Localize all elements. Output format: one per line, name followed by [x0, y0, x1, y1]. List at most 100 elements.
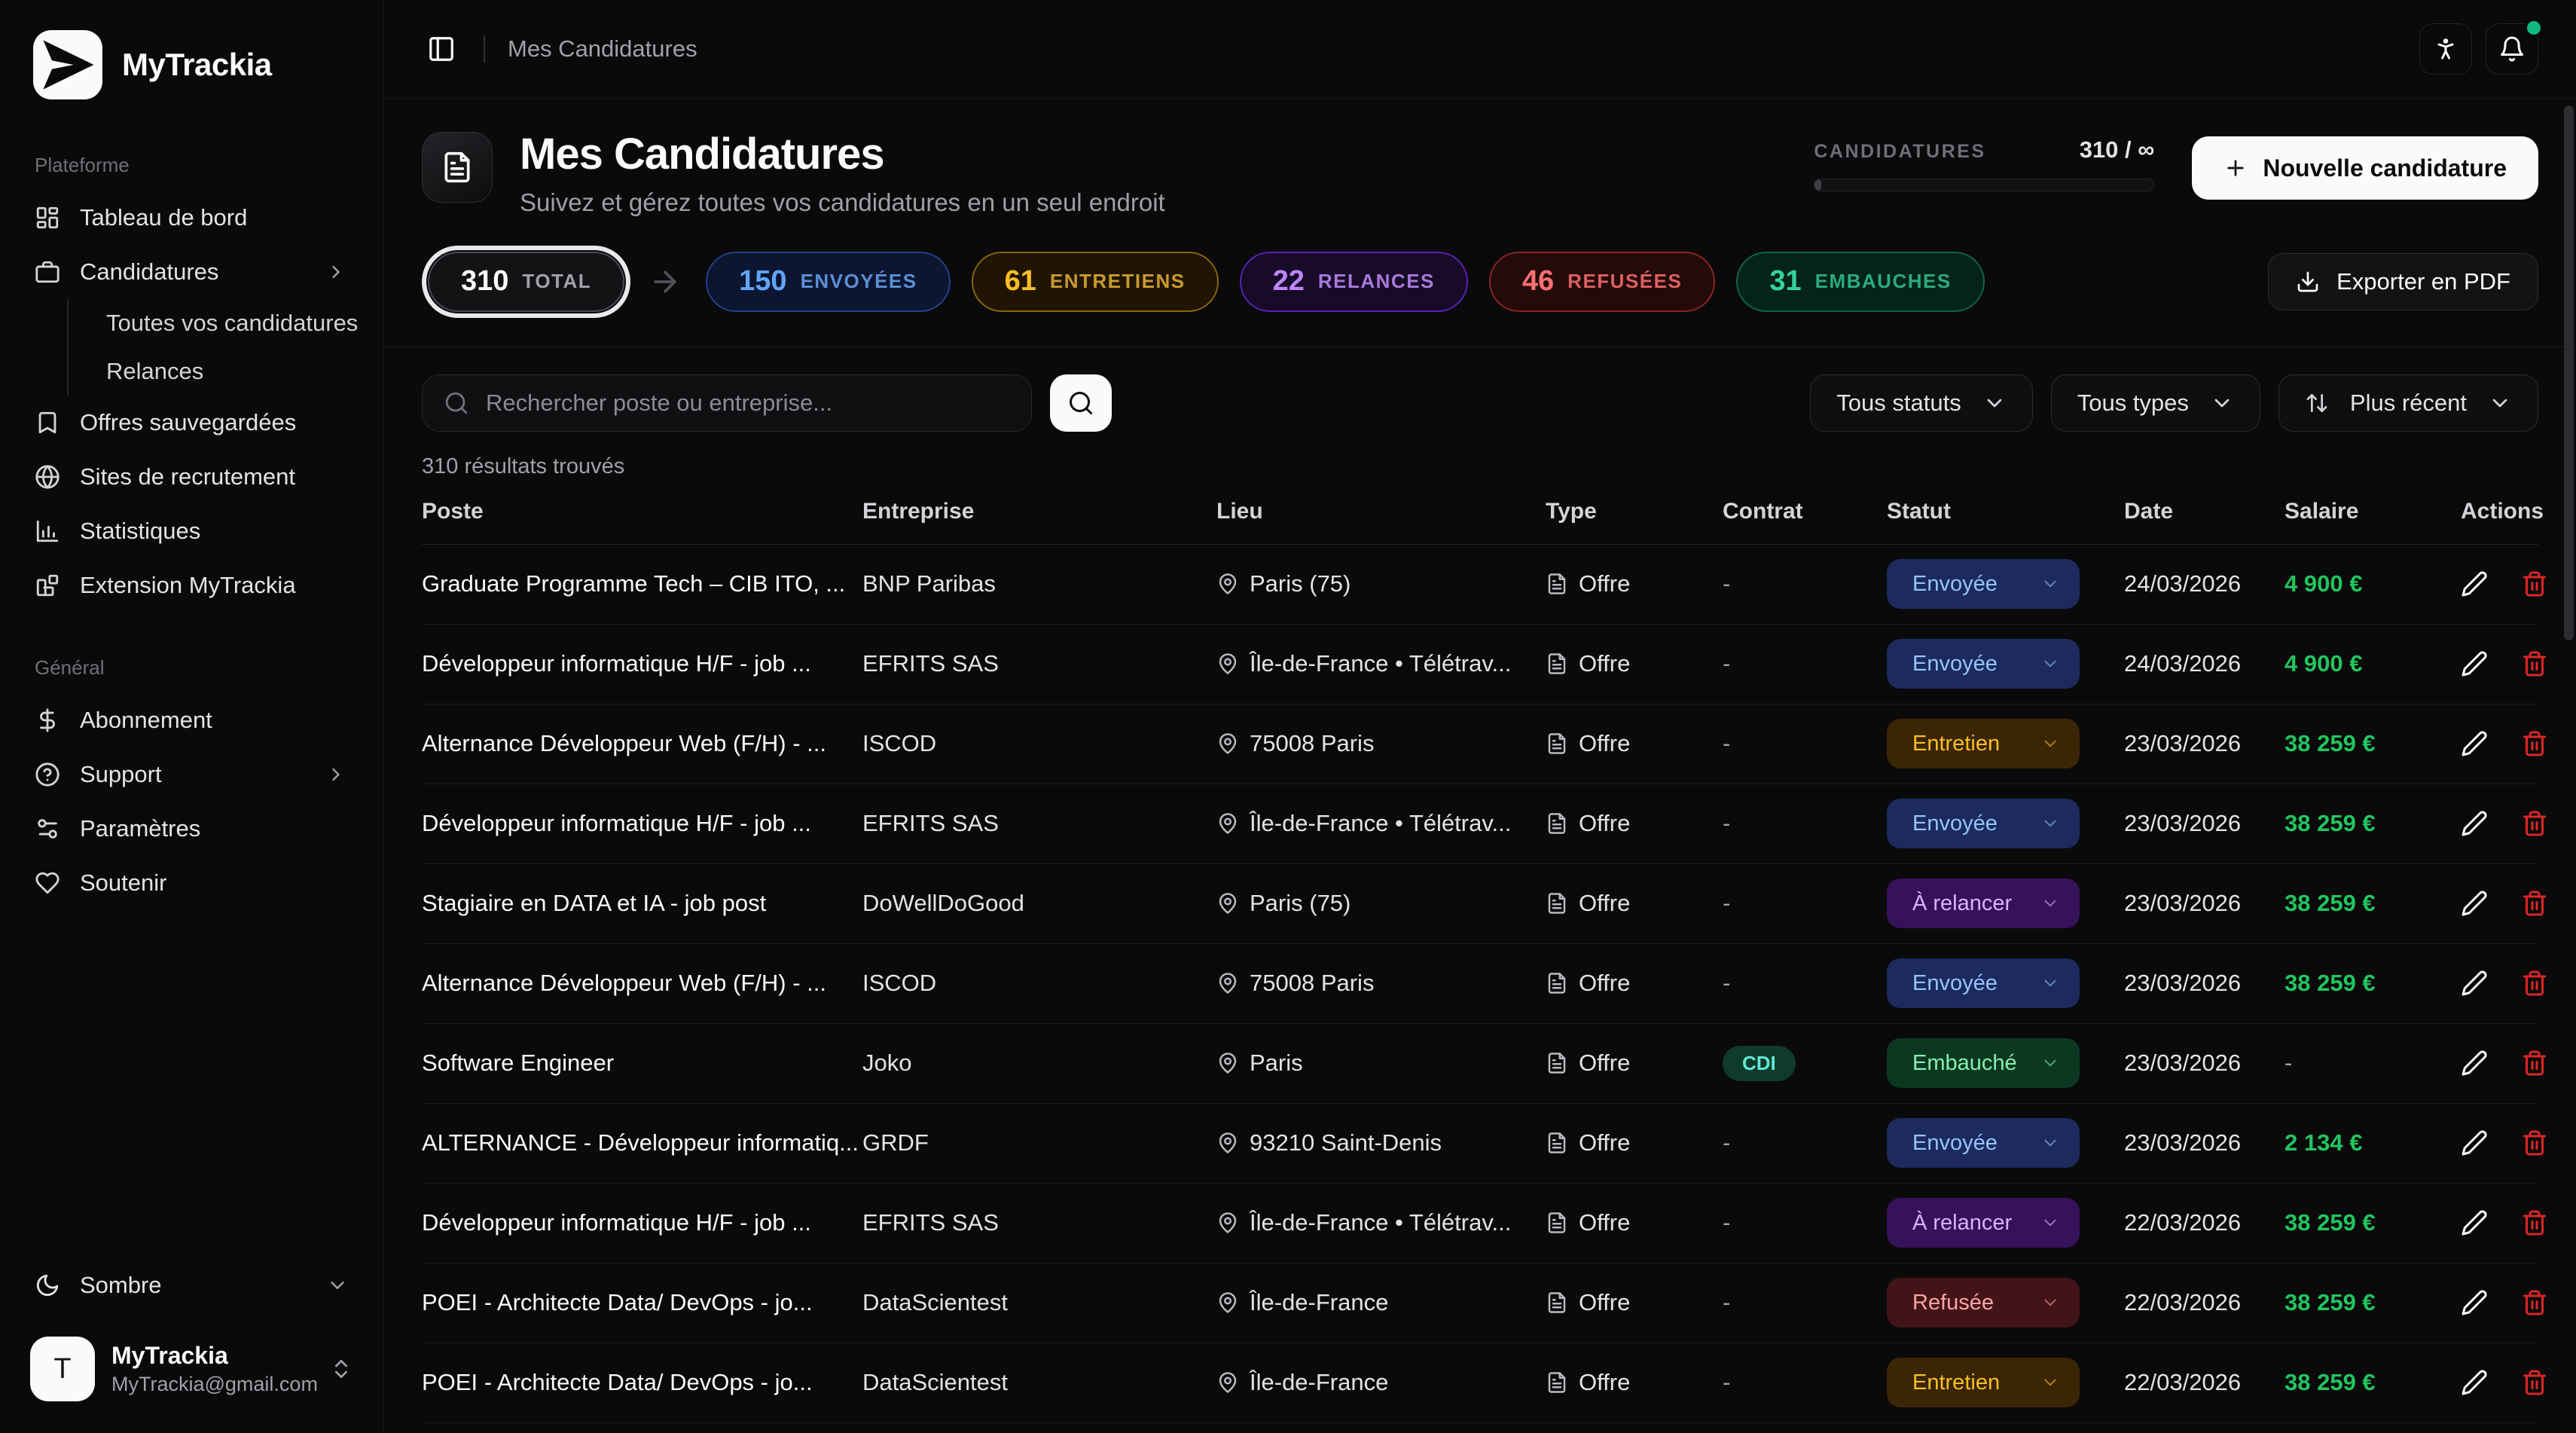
chevron-down-icon [2040, 1373, 2060, 1392]
sidebar-toggle-button[interactable] [422, 29, 461, 69]
notification-dot [2524, 18, 2544, 38]
stat-pill-entretiens[interactable]: 61ENTRETIENS [972, 252, 1219, 312]
user-email: MyTrackia@gmail.com [111, 1373, 313, 1396]
status-dropdown[interactable]: À relancer [1887, 878, 2080, 928]
brand[interactable]: MyTrackia [20, 23, 364, 110]
theme-toggle[interactable]: Sombre [20, 1257, 364, 1314]
sidebar-item-label: Soutenir [80, 869, 349, 897]
chevron-down-icon [2210, 391, 2234, 415]
type-filter-dropdown[interactable]: Tous types [2051, 374, 2260, 432]
edit-button[interactable] [2461, 808, 2488, 839]
cell-actions [2450, 1208, 2538, 1238]
status-dropdown[interactable]: Entretien [1887, 719, 2080, 768]
cell-lieu: Paris (75) [1216, 890, 1546, 917]
stat-pill-envoyées[interactable]: 150ENVOYÉES [706, 252, 950, 312]
edit-button[interactable] [2461, 1128, 2488, 1158]
search-input[interactable] [486, 390, 1010, 417]
cell-lieu: Île-de-France • Télétrav... [1216, 1209, 1546, 1236]
status-dropdown[interactable]: Envoyée [1887, 958, 2080, 1008]
column-header-type: Type [1546, 499, 1723, 524]
delete-button[interactable] [2521, 968, 2548, 998]
status-dropdown[interactable]: Envoyée [1887, 799, 2080, 848]
sidebar-item-label: Extension MyTrackia [80, 572, 349, 599]
status-dropdown[interactable]: Embauché [1887, 1038, 2080, 1088]
edit-button[interactable] [2461, 1367, 2488, 1398]
stat-pill-embauches[interactable]: 31EMBAUCHES [1736, 252, 1984, 312]
edit-button[interactable] [2461, 569, 2488, 599]
sidebar-item-statistiques[interactable]: Statistiques [20, 504, 364, 558]
status-dropdown[interactable]: Envoyée [1887, 1118, 2080, 1168]
delete-button[interactable] [2521, 1048, 2548, 1078]
trash-icon [2521, 810, 2548, 837]
map-pin-icon [1216, 972, 1239, 995]
delete-button[interactable] [2521, 649, 2548, 679]
cell-date: 22/03/2026 [2124, 1209, 2285, 1236]
stat-pill-refusées[interactable]: 46REFUSÉES [1489, 252, 1715, 312]
sidebar-item-tableau-de-bord[interactable]: Tableau de bord [20, 191, 364, 245]
sidebar-item-param-tres[interactable]: Paramètres [20, 802, 364, 856]
user-menu[interactable]: T MyTrackia MyTrackia@gmail.com [20, 1326, 364, 1412]
stat-pill-relances[interactable]: 22RELANCES [1240, 252, 1468, 312]
edit-button[interactable] [2461, 729, 2488, 759]
trash-icon [2521, 730, 2548, 757]
status-dropdown[interactable]: Envoyée [1887, 639, 2080, 689]
accessibility-button[interactable] [2419, 23, 2472, 75]
edit-button[interactable] [2461, 1288, 2488, 1318]
table-row: Software EngineerJokoParisOffreCDIEmbauc… [422, 1024, 2538, 1104]
sidebar-subitem-toutes-vos-candidatures[interactable]: Toutes vos candidatures [96, 299, 364, 347]
delete-button[interactable] [2521, 808, 2548, 839]
contract-value: - [1723, 1289, 1730, 1315]
quota-label: CANDIDATURES [1814, 141, 1985, 163]
sidebar-subitem-relances[interactable]: Relances [96, 347, 364, 396]
cell-date: 22/03/2026 [2124, 1369, 2285, 1396]
status-label: Envoyée [1912, 811, 1998, 836]
delete-button[interactable] [2521, 1208, 2548, 1238]
edit-button[interactable] [2461, 968, 2488, 998]
edit-button[interactable] [2461, 1048, 2488, 1078]
status-filter-dropdown[interactable]: Tous statuts [1810, 374, 2032, 432]
sidebar-item-offres-sauvegard-es[interactable]: Offres sauvegardées [20, 396, 364, 450]
cell-date: 22/03/2026 [2124, 1289, 2285, 1316]
stat-pill-total[interactable]: 310 TOTAL [428, 252, 624, 312]
cell-entreprise: DataScientest [862, 1369, 1216, 1396]
sort-dropdown[interactable]: Plus récent [2278, 374, 2538, 432]
cell-salaire: 2 134 € [2285, 1129, 2450, 1156]
sidebar-item-abonnement[interactable]: Abonnement [20, 693, 364, 747]
status-dropdown[interactable]: À relancer [1887, 1198, 2080, 1248]
delete-button[interactable] [2521, 729, 2548, 759]
theme-toggle-label: Sombre [80, 1272, 162, 1299]
status-dropdown[interactable]: Envoyée [1887, 559, 2080, 609]
sidebar-item-support[interactable]: Support [20, 747, 364, 802]
vertical-scrollbar[interactable] [2564, 105, 2574, 640]
sidebar-item-label: Statistiques [80, 518, 349, 545]
edit-button[interactable] [2461, 1208, 2488, 1238]
plus-icon [2223, 156, 2248, 180]
edit-button[interactable] [2461, 888, 2488, 918]
search-button[interactable] [1050, 374, 1112, 432]
sidebar-item-candidatures[interactable]: Candidatures [20, 245, 364, 299]
notifications-button[interactable] [2486, 23, 2538, 75]
stat-label: ENVOYÉES [801, 270, 917, 293]
edit-button[interactable] [2461, 649, 2488, 679]
sidebar-item-extension-mytrackia[interactable]: Extension MyTrackia [20, 558, 364, 613]
sidebar-section-label: Plateforme [20, 154, 364, 177]
delete-button[interactable] [2521, 1367, 2548, 1398]
delete-button[interactable] [2521, 569, 2548, 599]
sidebar-item-soutenir[interactable]: Soutenir [20, 856, 364, 910]
page-header-right: CANDIDATURES 310 / ∞ Nouvelle candidatur… [1814, 132, 2538, 200]
delete-button[interactable] [2521, 888, 2548, 918]
status-dropdown[interactable]: Entretien [1887, 1358, 2080, 1407]
delete-button[interactable] [2521, 1288, 2548, 1318]
cell-entreprise: BNP Paribas [862, 570, 1216, 597]
export-pdf-button[interactable]: Exporter en PDF [2268, 253, 2538, 310]
new-application-button[interactable]: Nouvelle candidature [2192, 136, 2538, 200]
sidebar-item-sites-de-recrutement[interactable]: Sites de recrutement [20, 450, 364, 504]
cell-actions [2450, 729, 2538, 759]
cell-statut: Envoyée [1887, 559, 2124, 609]
cell-type: Offre [1546, 810, 1723, 837]
table-row: POEI - Architecte Data/ DevOps - jo...Da… [422, 1343, 2538, 1423]
delete-button[interactable] [2521, 1128, 2548, 1158]
moon-icon [35, 1273, 60, 1298]
status-dropdown[interactable]: Refusée [1887, 1278, 2080, 1328]
stat-label: ENTRETIENS [1050, 270, 1186, 293]
